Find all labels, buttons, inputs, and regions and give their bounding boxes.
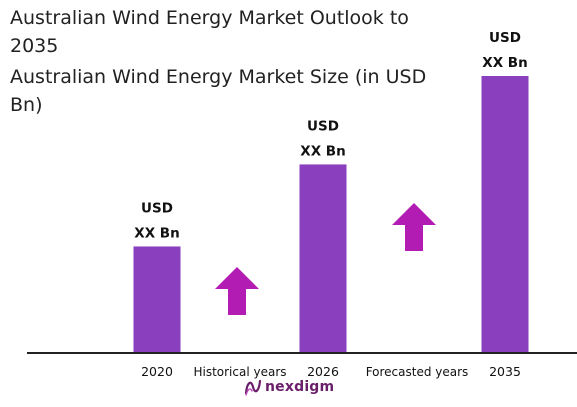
bars-group <box>133 76 529 353</box>
nexdigm-logo-icon <box>244 379 262 396</box>
bar-data-label-2020-line2: XX Bn <box>134 225 179 241</box>
chart-subtitle: Australian Wind Energy Market Size (in U… <box>10 66 427 116</box>
bar-2035 <box>481 76 529 353</box>
trend-arrows-group <box>215 203 436 315</box>
bar-data-label-2026-line2: XX Bn <box>300 143 345 159</box>
x-tick-labels-group: 2020 2026 2035 <box>141 364 521 379</box>
period-label-forecasted: Forecasted years <box>366 365 469 379</box>
period-label-historical: Historical years <box>193 365 286 379</box>
bar-2026 <box>299 164 347 353</box>
x-tick-label-2026: 2026 <box>307 364 339 379</box>
brand-logo: nexdigm <box>244 375 334 399</box>
bar-data-label-2026-line1: USD <box>307 118 339 134</box>
trend-arrow-up-icon <box>392 203 436 251</box>
x-tick-label-2020: 2020 <box>141 364 173 379</box>
x-tick-label-2035: 2035 <box>489 364 521 379</box>
bar-data-label-2035-line2: XX Bn <box>482 55 527 71</box>
chart-title: Australian Wind Energy Market Outlook to… <box>10 7 409 57</box>
brand-name: nexdigm <box>265 379 335 395</box>
bar-labels-group: USD XX Bn USD XX Bn USD XX Bn <box>134 30 527 241</box>
bar-2020 <box>133 246 181 353</box>
trend-arrow-up-icon <box>215 267 259 315</box>
bar-data-label-2020-line1: USD <box>141 200 173 216</box>
period-labels-group: Historical years Forecasted years <box>193 365 468 379</box>
bar-data-label-2035-line1: USD <box>489 30 521 46</box>
